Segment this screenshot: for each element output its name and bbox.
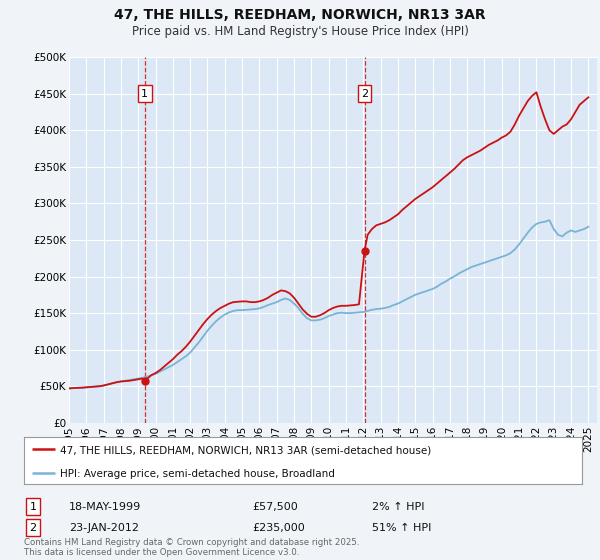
Text: £57,500: £57,500 [252, 502, 298, 512]
Text: 47, THE HILLS, REEDHAM, NORWICH, NR13 3AR (semi-detached house): 47, THE HILLS, REEDHAM, NORWICH, NR13 3A… [60, 445, 431, 455]
Text: HPI: Average price, semi-detached house, Broadland: HPI: Average price, semi-detached house,… [60, 469, 335, 479]
Text: 1: 1 [142, 88, 148, 99]
Text: Contains HM Land Registry data © Crown copyright and database right 2025.
This d: Contains HM Land Registry data © Crown c… [24, 538, 359, 557]
Text: 2% ↑ HPI: 2% ↑ HPI [372, 502, 425, 512]
Text: 51% ↑ HPI: 51% ↑ HPI [372, 522, 431, 533]
Text: 18-MAY-1999: 18-MAY-1999 [69, 502, 141, 512]
Text: £235,000: £235,000 [252, 522, 305, 533]
Text: 23-JAN-2012: 23-JAN-2012 [69, 522, 139, 533]
Text: 2: 2 [29, 522, 37, 533]
Text: Price paid vs. HM Land Registry's House Price Index (HPI): Price paid vs. HM Land Registry's House … [131, 25, 469, 38]
Text: 2: 2 [361, 88, 368, 99]
Text: 1: 1 [29, 502, 37, 512]
Text: 47, THE HILLS, REEDHAM, NORWICH, NR13 3AR: 47, THE HILLS, REEDHAM, NORWICH, NR13 3A… [114, 8, 486, 22]
